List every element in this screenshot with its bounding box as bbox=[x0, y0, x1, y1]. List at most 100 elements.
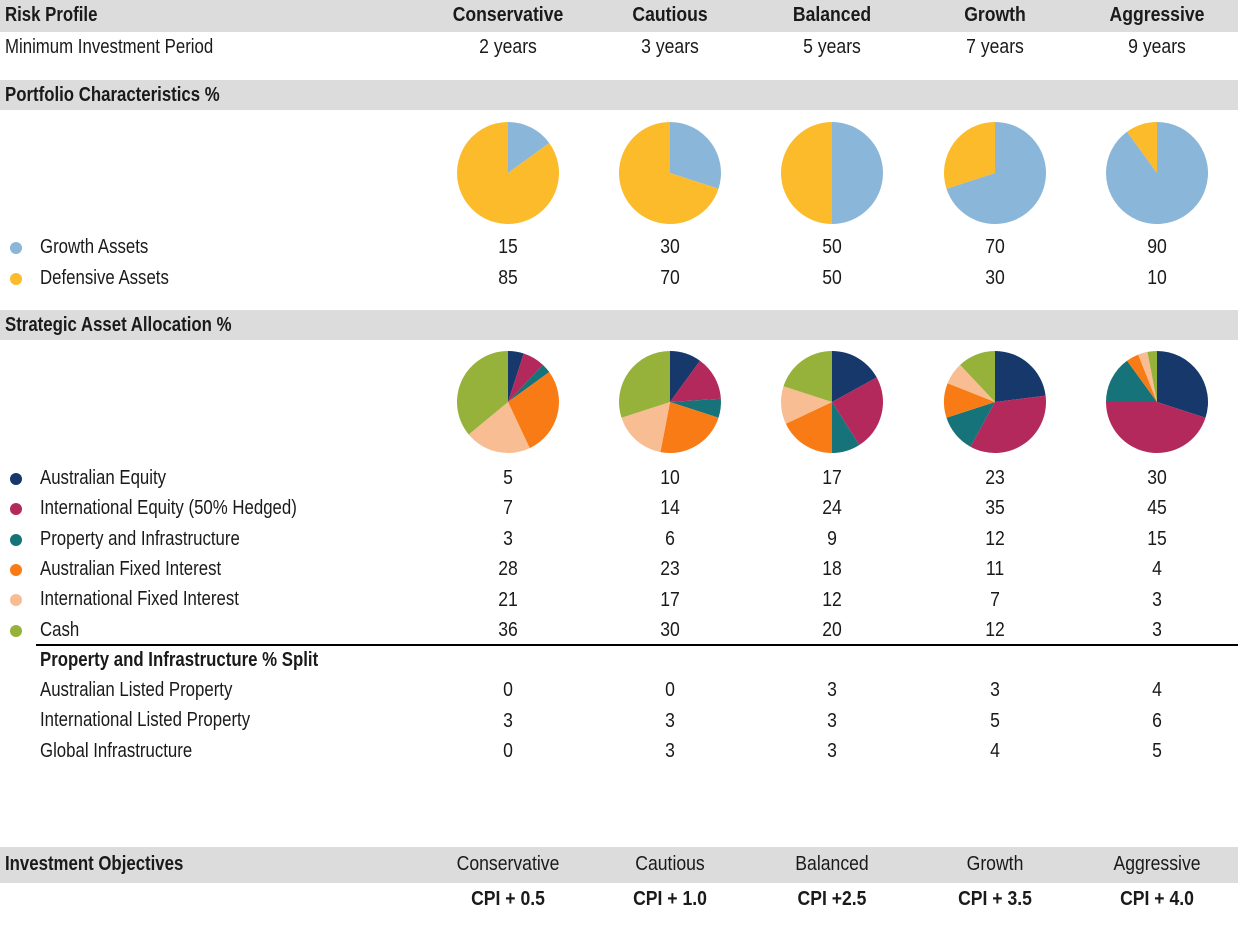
period-label: Minimum Investment Period bbox=[5, 36, 214, 58]
strategic-pie-slice-aggressive-international-equity-50-hedged bbox=[1106, 402, 1206, 454]
portfolio-pie-slice-growth-defensive-assets bbox=[943, 122, 995, 189]
strategic-value-australian-equity-conservative: 5 bbox=[503, 467, 513, 489]
profile-header-conservative: Conservative bbox=[452, 4, 564, 26]
strategic-pie-slice-balanced-cash bbox=[783, 351, 832, 402]
strategic-pie-slice-aggressive-australian-equity bbox=[1157, 351, 1208, 418]
strategic-value-cash-growth: 12 bbox=[985, 619, 1005, 641]
objective-target-balanced: CPI +2.5 bbox=[797, 888, 867, 910]
portfolio-pie-slice-conservative-growth-assets bbox=[508, 122, 550, 173]
strategic-pie-slice-cautious-international-equity-50-hedged bbox=[670, 360, 721, 402]
defensive-legend-icon bbox=[10, 273, 22, 285]
objective-target-aggressive: CPI + 4.0 bbox=[1120, 888, 1194, 910]
strategic-value-australian-equity-growth: 23 bbox=[985, 467, 1005, 489]
property-split-value-international-listed-property-cautious: 3 bbox=[665, 709, 675, 732]
strategic-value-australian-fixed-interest-cautious: 23 bbox=[660, 558, 680, 581]
portfolio-pie-slice-aggressive-defensive-assets bbox=[1127, 122, 1157, 173]
strategic-pie-slice-growth-international-equity-50-hedged bbox=[970, 395, 1047, 454]
strategic-value-international-fixed-interest-cautious: 17 bbox=[660, 588, 680, 611]
growth-legend-icon bbox=[10, 242, 22, 254]
aus-listed-property-label: Australian Listed Property bbox=[40, 679, 233, 701]
strategic-pie-slice-cautious-property-and-infrastructure bbox=[670, 398, 721, 418]
portfolio-band bbox=[0, 80, 1238, 110]
objective-target-conservative: CPI + 0.5 bbox=[471, 888, 545, 910]
strategic-value-property-and-infrastructure-cautious: 6 bbox=[665, 527, 675, 550]
portfolio-value-defensive-assets-cautious: 70 bbox=[660, 267, 680, 289]
strategic-value-international-equity-50-hedged-cautious: 14 bbox=[660, 497, 680, 520]
portfolio-pie-slice-balanced-defensive-assets bbox=[781, 122, 832, 224]
portfolio-pie-slice-growth-growth-assets bbox=[946, 122, 1046, 224]
property-split-value-australian-listed-property-aggressive: 4 bbox=[1152, 679, 1162, 701]
strategic-value-international-equity-50-hedged-growth: 35 bbox=[985, 497, 1005, 520]
strategic-pie-slice-conservative-cash bbox=[457, 351, 508, 435]
strategic-value-property-and-infrastructure-aggressive: 15 bbox=[1147, 527, 1167, 550]
strategic-value-australian-fixed-interest-conservative: 28 bbox=[498, 558, 518, 581]
strategic-pie-slice-conservative-property-and-infrastructure bbox=[508, 364, 550, 402]
property-split-value-australian-listed-property-growth: 3 bbox=[990, 679, 1000, 701]
cash-legend-icon bbox=[10, 625, 22, 637]
strategic-pie-slice-conservative-australian-equity bbox=[508, 351, 524, 402]
portfolio-pie-slice-conservative-defensive-assets bbox=[457, 122, 560, 225]
strategic-value-international-fixed-interest-conservative: 21 bbox=[498, 588, 518, 611]
period-growth: 7 years bbox=[966, 36, 1024, 58]
strategic-pie-slice-aggressive-international-fixed-interest bbox=[1138, 351, 1157, 402]
aus-equity-label: Australian Equity bbox=[40, 467, 167, 489]
strategic-value-international-fixed-interest-aggressive: 3 bbox=[1152, 588, 1162, 611]
defensive-assets-label: Defensive Assets bbox=[40, 267, 169, 289]
intl-listed-property-label: International Listed Property bbox=[40, 709, 251, 731]
objectives-section-title: Investment Objectives bbox=[5, 853, 184, 875]
strategic-pie-slice-cautious-international-fixed-interest bbox=[621, 402, 670, 453]
period-balanced: 5 years bbox=[803, 36, 861, 58]
property-legend-icon bbox=[10, 534, 22, 546]
strategic-pie-slice-growth-australian-fixed-interest bbox=[944, 383, 995, 418]
strategic-value-cash-aggressive: 3 bbox=[1152, 619, 1162, 641]
strategic-value-international-equity-50-hedged-conservative: 7 bbox=[503, 497, 513, 520]
strategic-value-international-fixed-interest-balanced: 12 bbox=[822, 588, 842, 611]
property-split-value-australian-listed-property-balanced: 3 bbox=[827, 679, 837, 701]
strategic-pie-slice-aggressive-australian-fixed-interest bbox=[1127, 354, 1157, 402]
strategic-value-australian-equity-balanced: 17 bbox=[822, 467, 842, 489]
portfolio-value-defensive-assets-balanced: 50 bbox=[822, 267, 842, 289]
strategic-value-international-fixed-interest-growth: 7 bbox=[990, 588, 1000, 611]
intl-fixed-legend-icon bbox=[10, 594, 22, 606]
portfolio-pie-slice-cautious-defensive-assets bbox=[619, 122, 719, 225]
strategic-value-property-and-infrastructure-growth: 12 bbox=[985, 527, 1005, 550]
strategic-section-title: Strategic Asset Allocation % bbox=[5, 314, 232, 336]
strategic-value-property-and-infrastructure-conservative: 3 bbox=[503, 527, 513, 550]
period-aggressive: 9 years bbox=[1128, 36, 1186, 58]
strategic-pie-slice-cautious-cash bbox=[618, 351, 670, 418]
strategic-pie-slice-balanced-australian-fixed-interest bbox=[785, 402, 832, 453]
objectives-band bbox=[0, 847, 1238, 883]
strategic-pie-slice-growth-australian-equity bbox=[995, 351, 1046, 402]
strategic-value-cash-balanced: 20 bbox=[822, 619, 842, 641]
property-split-value-international-listed-property-balanced: 3 bbox=[827, 709, 837, 732]
profile-header-cautious: Cautious bbox=[632, 4, 708, 26]
strategic-value-australian-equity-cautious: 10 bbox=[660, 467, 680, 489]
property-split-value-global-infrastructure-conservative: 0 bbox=[503, 740, 513, 762]
strategic-pie-slice-balanced-international-equity-50-hedged bbox=[832, 377, 884, 446]
strategic-pie-slice-balanced-property-and-infrastructure bbox=[832, 402, 860, 453]
strategic-value-cash-conservative: 36 bbox=[498, 619, 518, 641]
strategic-value-australian-fixed-interest-aggressive: 4 bbox=[1152, 558, 1162, 581]
portfolio-value-growth-assets-growth: 70 bbox=[985, 236, 1005, 258]
property-label: Property and Infrastructure bbox=[40, 528, 240, 550]
property-split-value-global-infrastructure-growth: 4 bbox=[990, 740, 1000, 762]
property-split-value-australian-listed-property-conservative: 0 bbox=[503, 679, 513, 701]
objective-profile-balanced: Balanced bbox=[795, 853, 869, 875]
strategic-value-cash-cautious: 30 bbox=[660, 619, 680, 641]
objective-profile-aggressive: Aggressive bbox=[1113, 853, 1201, 875]
portfolio-value-growth-assets-balanced: 50 bbox=[822, 236, 842, 258]
portfolio-pie-slice-aggressive-growth-assets bbox=[1106, 122, 1209, 225]
objective-profile-growth: Growth bbox=[966, 853, 1024, 875]
portfolio-value-growth-assets-aggressive: 90 bbox=[1147, 236, 1167, 258]
strategic-band bbox=[0, 310, 1238, 340]
strategic-pie-slice-growth-property-and-infrastructure bbox=[946, 402, 995, 447]
period-conservative: 2 years bbox=[479, 36, 537, 58]
aus-equity-legend-icon bbox=[10, 473, 22, 485]
strategic-value-property-and-infrastructure-balanced: 9 bbox=[827, 527, 837, 550]
aus-fixed-legend-icon bbox=[10, 564, 22, 576]
portfolio-value-defensive-assets-conservative: 85 bbox=[498, 267, 518, 289]
strategic-value-australian-equity-aggressive: 30 bbox=[1147, 467, 1167, 489]
profile-header-aggressive: Aggressive bbox=[1109, 4, 1205, 26]
profile-header-balanced: Balanced bbox=[792, 4, 872, 26]
strategic-pie-slice-cautious-australian-equity bbox=[670, 351, 700, 402]
